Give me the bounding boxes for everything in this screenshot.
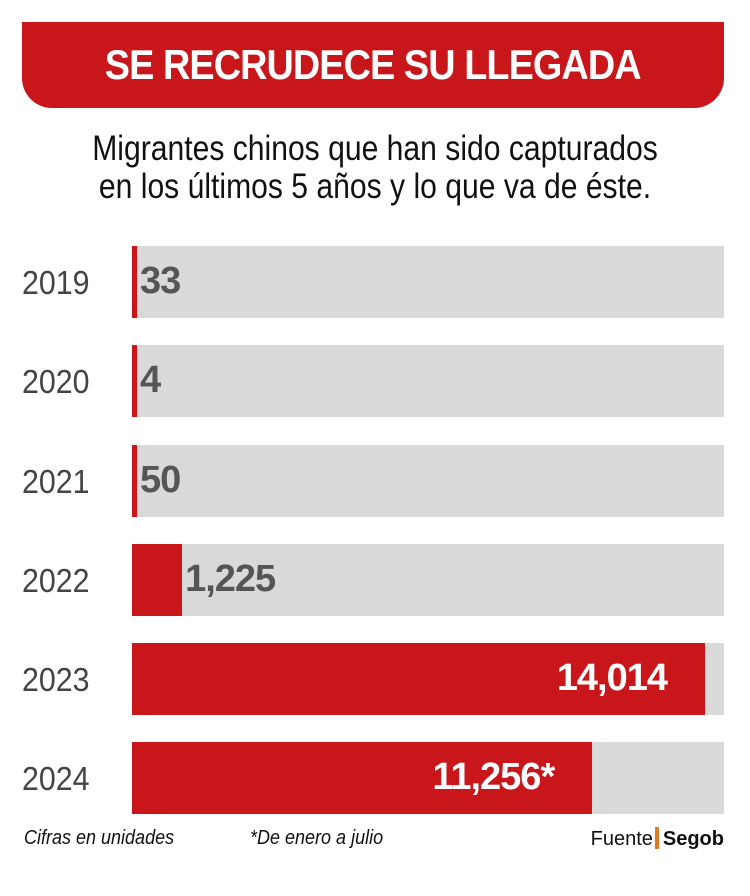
value-label: 33	[140, 260, 181, 302]
source-credit: Fuente Segob	[591, 827, 724, 851]
value-label: 14,014	[556, 657, 668, 699]
bar-fill	[132, 246, 137, 318]
year-label: 2022	[22, 562, 90, 599]
bar-row-2019: 2019 33	[0, 246, 750, 318]
subtitle-line-1: Migrantes chinos que han sido capturados	[92, 129, 658, 168]
bar-row-2024: 2024 11,256*	[0, 742, 750, 814]
bar-row-2023: 2023 14,014	[0, 643, 750, 715]
bar-fill	[132, 544, 183, 616]
year-label: 2019	[22, 264, 90, 301]
bar-fill	[132, 445, 137, 517]
year-label: 2024	[22, 760, 90, 797]
bar-track: 14,014	[132, 643, 724, 715]
subtitle-line-2: en los últimos 5 años y lo que va de ést…	[98, 167, 652, 206]
source-separator	[654, 827, 659, 849]
source-label: Fuente	[590, 828, 653, 850]
value-label: 50	[140, 459, 181, 501]
units-note: Cifras en unidades	[24, 827, 175, 849]
value-label: 1,225	[185, 558, 276, 600]
year-label: 2020	[22, 363, 90, 400]
bar-track: 33	[132, 246, 724, 318]
source-name: Segob	[662, 828, 724, 850]
bar-row-2021: 2021 50	[0, 445, 750, 517]
bar-track: 4	[132, 345, 724, 417]
value-label: 4	[140, 359, 161, 401]
bar-track: 1,225	[132, 544, 724, 616]
year-label: 2023	[22, 661, 90, 698]
bar-fill	[132, 742, 593, 814]
title-banner: SE RECRUDECE SU LLEGADA	[22, 22, 724, 108]
bar-fill	[132, 643, 705, 715]
bar-fill	[132, 345, 137, 417]
date-range-note: *De enero a julio	[250, 827, 384, 849]
year-label: 2021	[22, 463, 90, 500]
chart-title: SE RECRUDECE SU LLEGADA	[105, 41, 642, 88]
bar-track: 50	[132, 445, 724, 517]
bar-track: 11,256*	[132, 742, 724, 814]
bar-row-2022: 2022 1,225	[0, 544, 750, 616]
value-label: 11,256*	[432, 756, 555, 798]
chart-subtitle: Migrantes chinos que han sido capturados…	[0, 130, 750, 206]
bar-row-2020: 2020 4	[0, 345, 750, 417]
